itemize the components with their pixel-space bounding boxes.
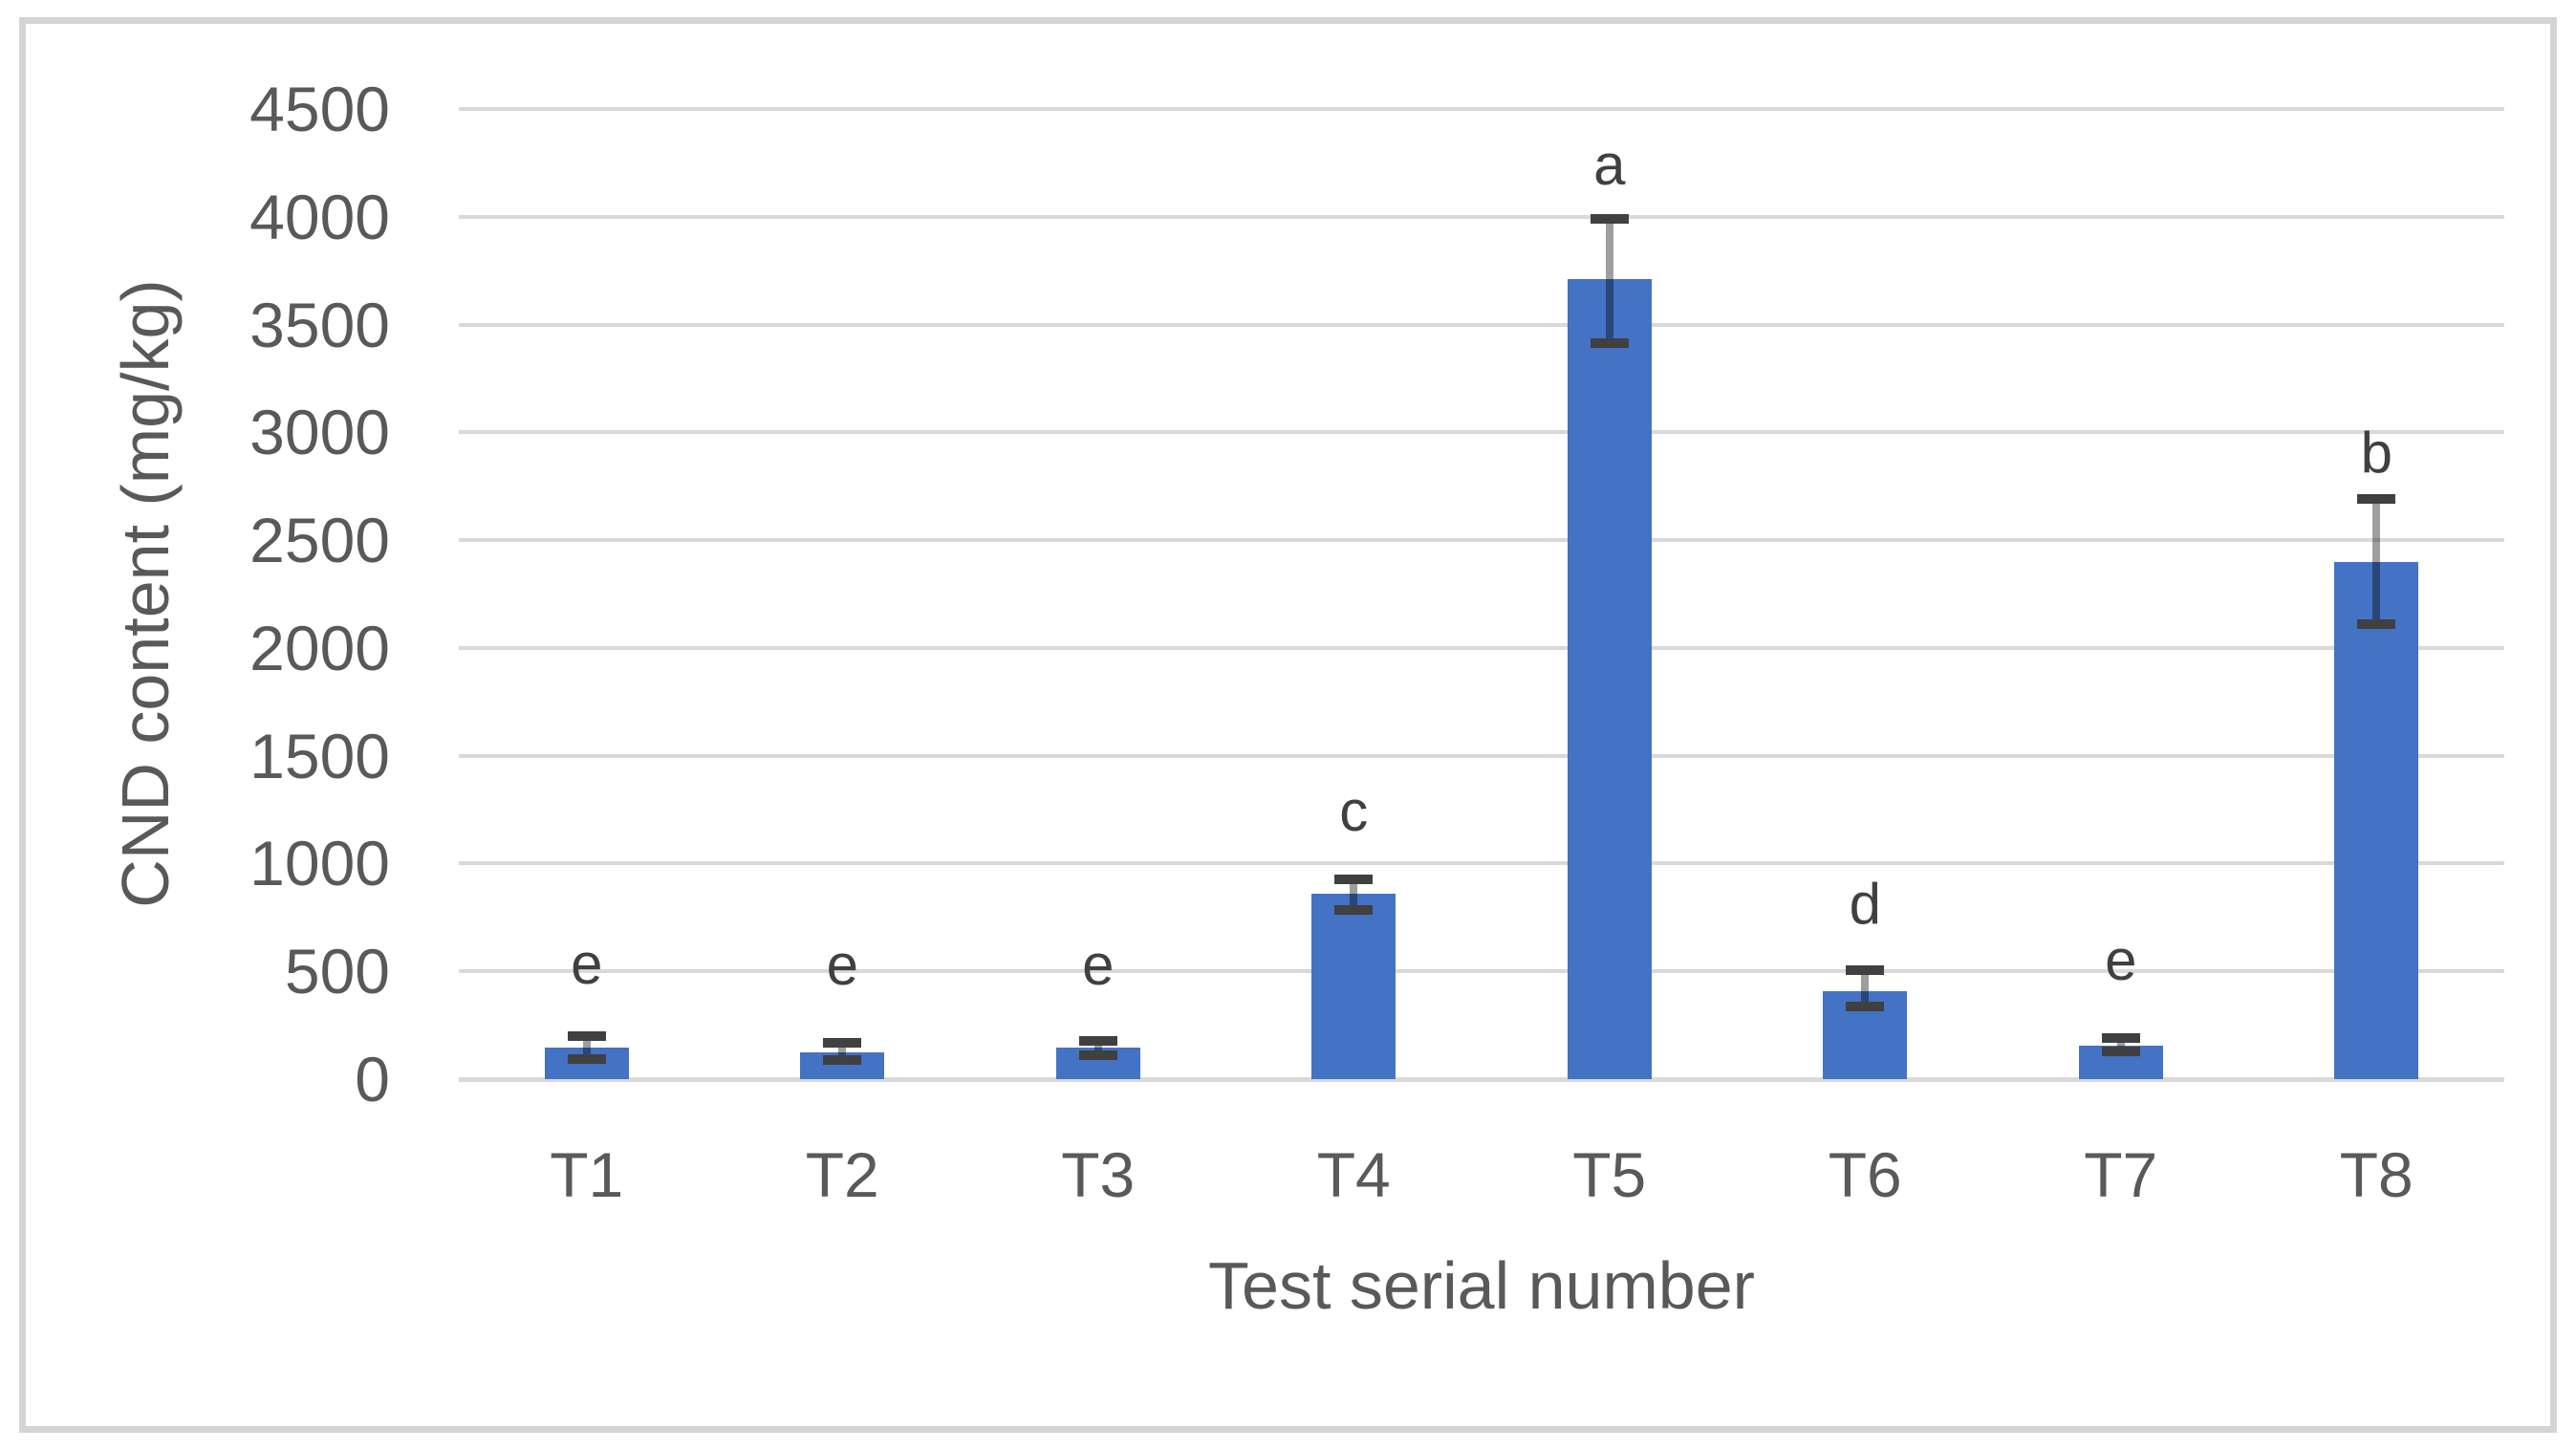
y-tick-label: 3500 [249, 289, 390, 360]
significance-letter: a [1593, 133, 1626, 198]
y-axis-title: CND content (mg/kg) [108, 279, 183, 908]
significance-letter: b [2360, 421, 2392, 486]
gridline [459, 861, 2504, 866]
y-tick-label: 4000 [249, 181, 390, 252]
error-bar-cap-top [567, 1030, 606, 1041]
error-bar-cap-top [2357, 494, 2396, 505]
x-axis-line [459, 1077, 2504, 1082]
significance-letter: c [1339, 778, 1369, 843]
figure-border [19, 17, 2557, 1433]
error-bar-line [838, 1042, 847, 1061]
gridline [459, 107, 2504, 111]
gridline [459, 214, 2504, 219]
error-bar-line [1350, 879, 1358, 910]
significance-letter: e [1082, 933, 1115, 998]
significance-letter: e [571, 931, 603, 996]
error-bar-cap-bottom [1078, 1050, 1117, 1060]
error-bar-cap-bottom [1846, 1001, 1885, 1011]
y-tick-label: 2000 [249, 612, 390, 683]
error-bar-cap-top [1590, 214, 1629, 225]
error-bar-cap-bottom [567, 1053, 606, 1064]
y-tick-label: 0 [355, 1044, 390, 1115]
bar-t1 [544, 1048, 629, 1079]
gridline [459, 969, 2504, 974]
x-tick-label-t7: T7 [2084, 1139, 2158, 1210]
error-bar-cap-top [2101, 1033, 2140, 1044]
error-bar-cap-bottom [2357, 619, 2396, 630]
x-tick-label-t8: T8 [2339, 1139, 2414, 1210]
plot-area: e e e c a d e b [459, 107, 2504, 1082]
gridline [459, 538, 2504, 543]
y-tick-label: 2500 [249, 505, 390, 576]
x-axis-title: Test serial number [1208, 1248, 1755, 1323]
x-tick-label-t4: T4 [1316, 1139, 1391, 1210]
x-tick-label-t5: T5 [1572, 1139, 1647, 1210]
error-bar-line [582, 1035, 591, 1059]
x-tick-label-t2: T2 [805, 1139, 879, 1210]
error-bar-line [1605, 219, 1613, 343]
error-bar-cap-bottom [2101, 1046, 2140, 1056]
y-tick-label: 1000 [249, 828, 390, 899]
gridline [459, 645, 2504, 650]
significance-letter: e [2105, 927, 2137, 992]
gridline [459, 430, 2504, 435]
bar-t8 [2334, 561, 2419, 1079]
significance-letter: d [1849, 872, 1881, 937]
error-bar-line [2372, 499, 2381, 625]
error-bar-cap-bottom [823, 1055, 862, 1066]
bar-t5 [1567, 279, 1652, 1079]
y-tick-label: 1500 [249, 720, 390, 791]
error-bar-cap-top [1846, 965, 1885, 976]
significance-letter: e [826, 932, 858, 997]
y-tick-label: 4500 [249, 74, 390, 144]
y-tick-label: 500 [284, 936, 390, 1007]
error-bar-cap-top [823, 1037, 862, 1048]
error-bar-line [1093, 1041, 1102, 1055]
error-bar-cap-top [1334, 875, 1374, 885]
error-bar-cap-top [1078, 1036, 1117, 1047]
x-tick-label-t3: T3 [1061, 1139, 1136, 1210]
gridline [459, 322, 2504, 327]
error-bar-cap-bottom [1590, 337, 1629, 348]
y-tick-label: 3000 [249, 397, 390, 468]
gridline [459, 753, 2504, 758]
bar-t4 [1311, 894, 1396, 1079]
x-tick-label-t6: T6 [1828, 1139, 1902, 1210]
x-tick-label-t1: T1 [550, 1139, 624, 1210]
error-bar-line [2116, 1038, 2125, 1051]
error-bar-line [1861, 970, 1870, 1006]
error-bar-cap-bottom [1334, 904, 1374, 915]
